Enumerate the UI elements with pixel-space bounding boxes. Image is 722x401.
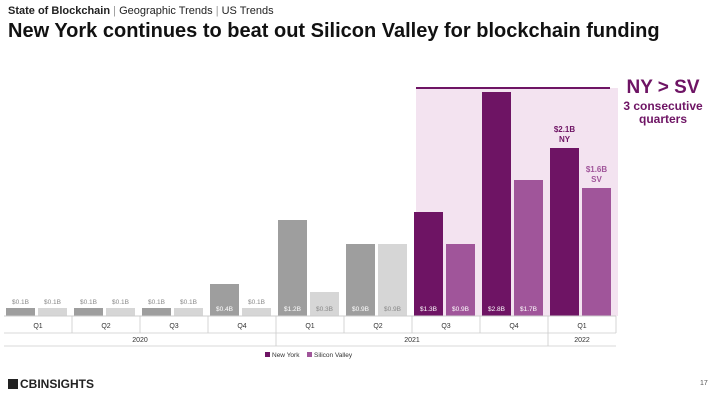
bar-new-york — [74, 308, 103, 316]
cb-insights-logo: CBINSIGHTS — [8, 377, 94, 391]
logo-text: CBINSIGHTS — [20, 377, 95, 391]
tick-label-quarter: Q4 — [237, 323, 246, 330]
label-new-york: $0.1B — [12, 299, 29, 306]
tick-label-year: 2022 — [574, 337, 590, 344]
label-new-york: $1.2B — [284, 306, 301, 313]
bar-silicon-valley — [242, 308, 271, 316]
callout-line2: quarters — [639, 112, 687, 126]
tick-label-quarter: Q1 — [33, 323, 42, 330]
tick-label-year: 2021 — [404, 337, 420, 344]
label-new-york: $2.8B — [488, 306, 505, 313]
label-silicon-valley: $1.7B — [520, 306, 537, 313]
tick-label-quarter: Q2 — [101, 323, 110, 330]
callout-line1: 3 consecutive — [623, 99, 703, 113]
label-sv-name: SV — [591, 175, 602, 184]
label-silicon-valley: $0.1B — [180, 299, 197, 306]
legend-swatch-silicon-valley — [307, 352, 312, 357]
bar-new-york — [278, 220, 307, 316]
bar-new-york — [346, 244, 375, 316]
label-new-york: $2.1B — [554, 125, 576, 134]
label-new-york: $0.9B — [352, 306, 369, 313]
label-silicon-valley: $0.9B — [452, 306, 469, 313]
bar-silicon-valley — [378, 244, 407, 316]
bar-new-york — [210, 284, 239, 316]
label-new-york: $1.3B — [420, 306, 437, 313]
callout-headline: NY > SV — [626, 77, 699, 98]
bar-silicon-valley — [310, 292, 339, 316]
label-new-york: $0.1B — [148, 299, 165, 306]
header-breadcrumb: State of Blockchain | Geographic Trends … — [8, 5, 274, 17]
label-ny-name: NY — [559, 135, 571, 144]
tick-label-quarter: Q3 — [441, 323, 450, 330]
bar-new-york — [6, 308, 35, 316]
tick-label-year: 2020 — [132, 337, 148, 344]
bar-new-york — [550, 148, 579, 316]
breadcrumb-separator: | — [113, 5, 116, 17]
bar-new-york — [414, 212, 443, 316]
bar-silicon-valley — [582, 188, 611, 316]
legend-swatch-new-york — [265, 352, 270, 357]
bar-silicon-valley — [106, 308, 135, 316]
tick-label-quarter: Q1 — [577, 323, 586, 330]
label-new-york: $0.1B — [80, 299, 97, 306]
tick-label-quarter: Q4 — [509, 323, 518, 330]
legend-label-silicon-valley: Silicon Valley — [314, 352, 353, 359]
breadcrumb-geographic-trends: Geographic Trends — [119, 5, 213, 17]
tick-label-quarter: Q3 — [169, 323, 178, 330]
label-silicon-valley: $0.1B — [112, 299, 129, 306]
bar-silicon-valley — [174, 308, 203, 316]
section-label: State of Blockchain — [8, 5, 111, 17]
page-number: 17 — [700, 380, 708, 387]
label-silicon-valley: $0.1B — [248, 299, 265, 306]
page-title: New York continues to beat out Silicon V… — [8, 20, 660, 42]
label-silicon-valley: $0.9B — [384, 306, 401, 313]
logo-mark-icon — [8, 379, 18, 389]
tick-label-quarter: Q2 — [373, 323, 382, 330]
label-silicon-valley: $1.6B — [586, 165, 608, 174]
bar-silicon-valley — [38, 308, 67, 316]
breadcrumb-separator: | — [215, 5, 219, 17]
bar-silicon-valley — [446, 244, 475, 316]
bar-new-york — [142, 308, 171, 316]
legend-label-new-york: New York — [272, 352, 300, 359]
tick-label-quarter: Q1 — [305, 323, 314, 330]
bar-new-york — [482, 92, 511, 316]
label-silicon-valley: $0.1B — [44, 299, 61, 306]
label-silicon-valley: $0.3B — [316, 306, 333, 313]
label-new-york: $0.4B — [216, 306, 233, 313]
bar-silicon-valley — [514, 180, 543, 316]
breadcrumb-us-trends: US Trends — [221, 5, 274, 17]
